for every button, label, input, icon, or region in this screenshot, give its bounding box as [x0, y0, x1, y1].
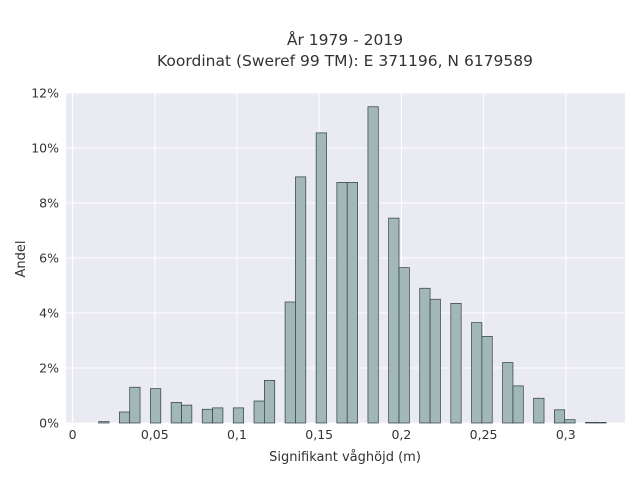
- histogram-bar-23: [481, 336, 493, 424]
- histogram-bar-10: [264, 380, 276, 424]
- y-tick-label-4: 8%: [39, 196, 59, 211]
- histogram-bar-12: [295, 176, 307, 424]
- chart-title-line-1: År 1979 - 2019: [287, 30, 403, 49]
- histogram-bar-24: [502, 362, 514, 424]
- y-tick-label-6: 12%: [31, 86, 59, 101]
- histogram-bar-15: [346, 182, 358, 424]
- histogram-bar-17: [388, 217, 400, 424]
- y-tick-label-3: 6%: [39, 251, 59, 266]
- histogram-bar-21: [450, 303, 462, 424]
- histogram-bar-1: [119, 411, 131, 424]
- x-tick-label-0: 0: [69, 427, 77, 442]
- histogram-bar-2: [129, 386, 141, 424]
- bars-group: [98, 106, 607, 424]
- y-tick-label-1: 2%: [39, 361, 59, 376]
- histogram-bar-22: [471, 322, 483, 424]
- y-axis-label: Andel: [14, 241, 29, 278]
- chart-title-line-2: Koordinat (Sweref 99 TM): E 371196, N 61…: [157, 52, 533, 70]
- y-tick-label-2: 4%: [39, 306, 59, 321]
- histogram-bar-27: [554, 409, 566, 424]
- histogram-bar-28: [564, 419, 576, 424]
- x-axis-ticks: 0 0,05 0,1 0,15 0,2 0,25 0,3: [69, 427, 576, 442]
- histogram-bar-26: [533, 397, 545, 424]
- y-axis-ticks: 0% 2% 4% 6% 8% 10% 12%: [31, 86, 59, 431]
- histogram-bar-29: [585, 422, 597, 424]
- histogram-bar-3: [150, 388, 162, 424]
- histogram-bar-0: [98, 421, 110, 424]
- x-axis-label: Signifikant våghöjd (m): [269, 450, 421, 465]
- histogram-bar-16: [367, 106, 379, 424]
- x-tick-label-1: 0,05: [141, 427, 169, 442]
- histogram-bar-13: [315, 132, 327, 424]
- histogram-bar-20: [429, 298, 441, 424]
- histogram-bar-25: [512, 385, 524, 424]
- histogram-bar-5: [181, 404, 193, 424]
- histogram-bar-6: [201, 408, 213, 424]
- x-tick-label-4: 0,2: [391, 427, 411, 442]
- histogram-bar-14: [336, 182, 348, 424]
- y-tick-label-5: 10%: [31, 141, 59, 156]
- histogram-bar-19: [419, 287, 431, 424]
- x-tick-label-2: 0,1: [227, 427, 247, 442]
- x-tick-label-5: 0,25: [470, 427, 498, 442]
- histogram-bar-8: [232, 407, 244, 424]
- histogram-bar-30: [595, 422, 607, 424]
- histogram-bar-18: [398, 267, 410, 424]
- histogram-bar-9: [253, 400, 265, 424]
- histogram-bar-4: [170, 402, 182, 424]
- x-tick-label-3: 0,15: [305, 427, 333, 442]
- y-tick-label-0: 0%: [39, 416, 59, 431]
- histogram-bar-11: [284, 301, 296, 424]
- x-tick-label-6: 0,3: [556, 427, 576, 442]
- histogram-bar-7: [212, 407, 224, 424]
